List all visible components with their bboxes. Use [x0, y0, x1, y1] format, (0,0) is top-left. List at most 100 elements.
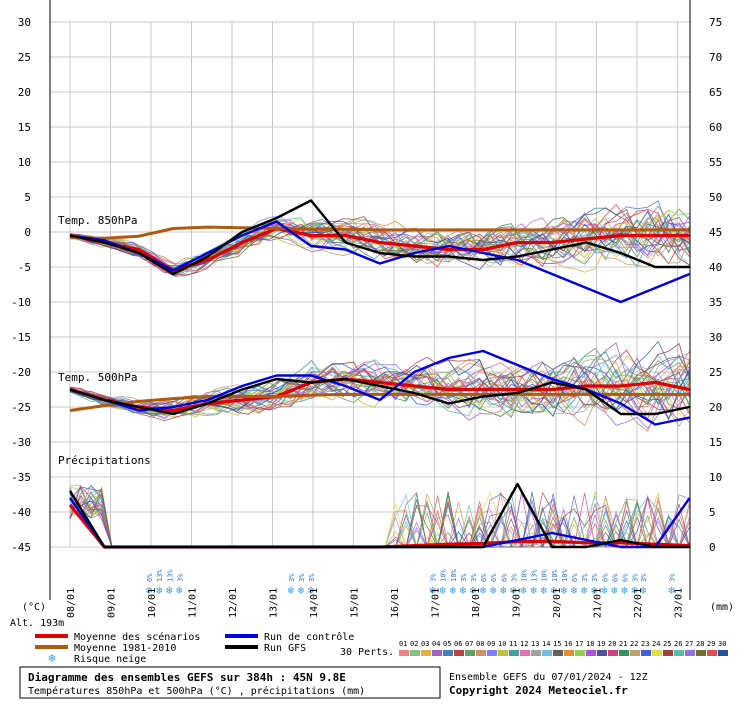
- snow-pct-23: 3%: [591, 573, 599, 582]
- member-swatch-13: [531, 650, 541, 656]
- member-t850-23: [69, 212, 690, 270]
- label-precip: Précipitations: [58, 454, 151, 467]
- footer: Diagramme des ensembles GEFS sur 384h : …: [19, 666, 648, 699]
- snow-flake-4: ❄: [287, 584, 294, 597]
- chart-subtitle: Températures 850hPa et 500hPa (°C) , pré…: [28, 685, 365, 697]
- snow-pct-6: 3%: [308, 573, 316, 582]
- member-num-08: 08: [476, 640, 484, 648]
- member-num-06: 06: [454, 640, 462, 648]
- member-swatch-23: [641, 650, 651, 656]
- member-num-30: 30: [718, 640, 726, 648]
- member-swatch-17: [575, 650, 585, 656]
- member-num-05: 05: [443, 640, 451, 648]
- member-num-22: 22: [630, 640, 638, 648]
- snow-flake-13: ❄: [490, 584, 497, 597]
- y-left-tick-11: -25: [11, 401, 31, 414]
- footer-box: [19, 666, 441, 699]
- y-left-tick-7: -5: [18, 261, 31, 274]
- member-num-20: 20: [608, 640, 616, 648]
- x-tick-8: 16/01: [390, 588, 401, 618]
- y-right-tick-4: 55: [709, 156, 722, 169]
- x-tick-2: 10/01: [147, 588, 158, 618]
- x-tick-11: 19/01: [512, 588, 523, 618]
- member-t500-28: [69, 368, 691, 415]
- y-left-tick-14: -40: [11, 506, 31, 519]
- run-info: Ensemble GEFS du 07/01/2024 - 12Z: [449, 672, 648, 683]
- series-3-precip: [68, 482, 690, 549]
- snow-flake-10: ❄: [460, 584, 467, 597]
- snow-flake-0: ❄: [146, 584, 153, 597]
- member-swatch-16: [564, 650, 574, 656]
- member-num-02: 02: [410, 640, 418, 648]
- snow-flake-8: ❄: [439, 584, 446, 597]
- member-legend: 01 02 03 04 05 06 07 08 09 10 11 12 13 14 15 16 17 18 19 20…: [399, 640, 728, 656]
- altitude-label: Alt. 193m: [10, 618, 64, 629]
- x-tick-15: 23/01: [674, 588, 685, 618]
- member-swatch-18: [586, 650, 596, 656]
- snow-flake-1: ❄: [156, 584, 163, 597]
- member-num-24: 24: [652, 640, 660, 648]
- snow-pct-29: 3%: [669, 573, 677, 582]
- y-right-tick-11: 20: [709, 401, 722, 414]
- snow-flake-22: ❄: [581, 584, 588, 597]
- y-left-unit: (°C): [22, 602, 46, 613]
- member-swatch-20: [608, 650, 618, 656]
- snow-pct-8: 10%: [440, 569, 448, 582]
- x-tick-13: 21/01: [593, 588, 604, 618]
- snow-pct-26: 6%: [621, 573, 629, 582]
- y-left-tick-12: -30: [11, 436, 31, 449]
- x-tick-9: 17/01: [431, 588, 442, 618]
- snow-pct-13: 6%: [490, 573, 498, 582]
- member-num-26: 26: [674, 640, 682, 648]
- y-left-tick-5: 5: [24, 191, 31, 204]
- snow-flake-7: ❄: [429, 584, 436, 597]
- snow-pct-4: 3%: [288, 573, 296, 582]
- x-tick-0: 08/01: [66, 588, 77, 618]
- copyright: Copyright 2024 Meteociel.fr: [449, 684, 628, 697]
- snow-flake-17: ❄: [530, 584, 537, 597]
- y-right-tick-1: 70: [709, 51, 722, 64]
- member-num-19: 19: [597, 640, 605, 648]
- x-tick-7: 15/01: [350, 588, 361, 618]
- y-left-tick-3: 15: [18, 121, 31, 134]
- snow-flake-21: ❄: [571, 584, 578, 597]
- member-swatch-28: [696, 650, 706, 656]
- member-swatch-29: [707, 650, 717, 656]
- member-swatch-26: [674, 650, 684, 656]
- member-num-09: 09: [487, 640, 495, 648]
- snow-flake-18: ❄: [540, 584, 547, 597]
- legend-control-label: Run de contrôle: [264, 631, 354, 643]
- legend-mean-label: Moyenne des scénarios: [74, 631, 200, 643]
- y-right-tick-7: 40: [709, 261, 722, 274]
- member-num-18: 18: [586, 640, 594, 648]
- series-1-t850: [69, 225, 690, 240]
- snow-pct-3: 3%: [176, 573, 184, 582]
- x-tick-1: 09/01: [107, 588, 118, 618]
- snow-pct-0: 6%: [146, 573, 154, 582]
- y-left-tick-1: 25: [18, 51, 31, 64]
- y-right-tick-6: 45: [709, 226, 722, 239]
- member-swatch-09: [487, 650, 497, 656]
- snow-pct-17: 13%: [531, 569, 539, 582]
- x-tick-4: 12/01: [228, 588, 239, 618]
- y-right-tick-10: 25: [709, 366, 722, 379]
- y-left-tick-6: 0: [24, 226, 31, 239]
- label-t500: Temp. 500hPa: [58, 371, 137, 384]
- y-left-tick-8: -10: [11, 296, 31, 309]
- snow-flake-9: ❄: [449, 584, 456, 597]
- member-num-16: 16: [564, 640, 572, 648]
- y-right-tick-5: 50: [709, 191, 722, 204]
- y-right-tick-8: 35: [709, 296, 722, 309]
- y-left-tick-13: -35: [11, 471, 31, 484]
- member-swatch-27: [685, 650, 695, 656]
- snow-flake-24: ❄: [601, 584, 608, 597]
- series-1-t500: [69, 392, 690, 412]
- chart-title: Diagramme des ensembles GEFS sur 384h : …: [28, 671, 346, 684]
- member-num-27: 27: [685, 640, 693, 648]
- x-tick-3: 11/01: [188, 588, 199, 618]
- snow-pct-19: 10%: [551, 569, 559, 582]
- y-left-tick-9: -15: [11, 331, 31, 344]
- snow-pct-14: 6%: [500, 573, 508, 582]
